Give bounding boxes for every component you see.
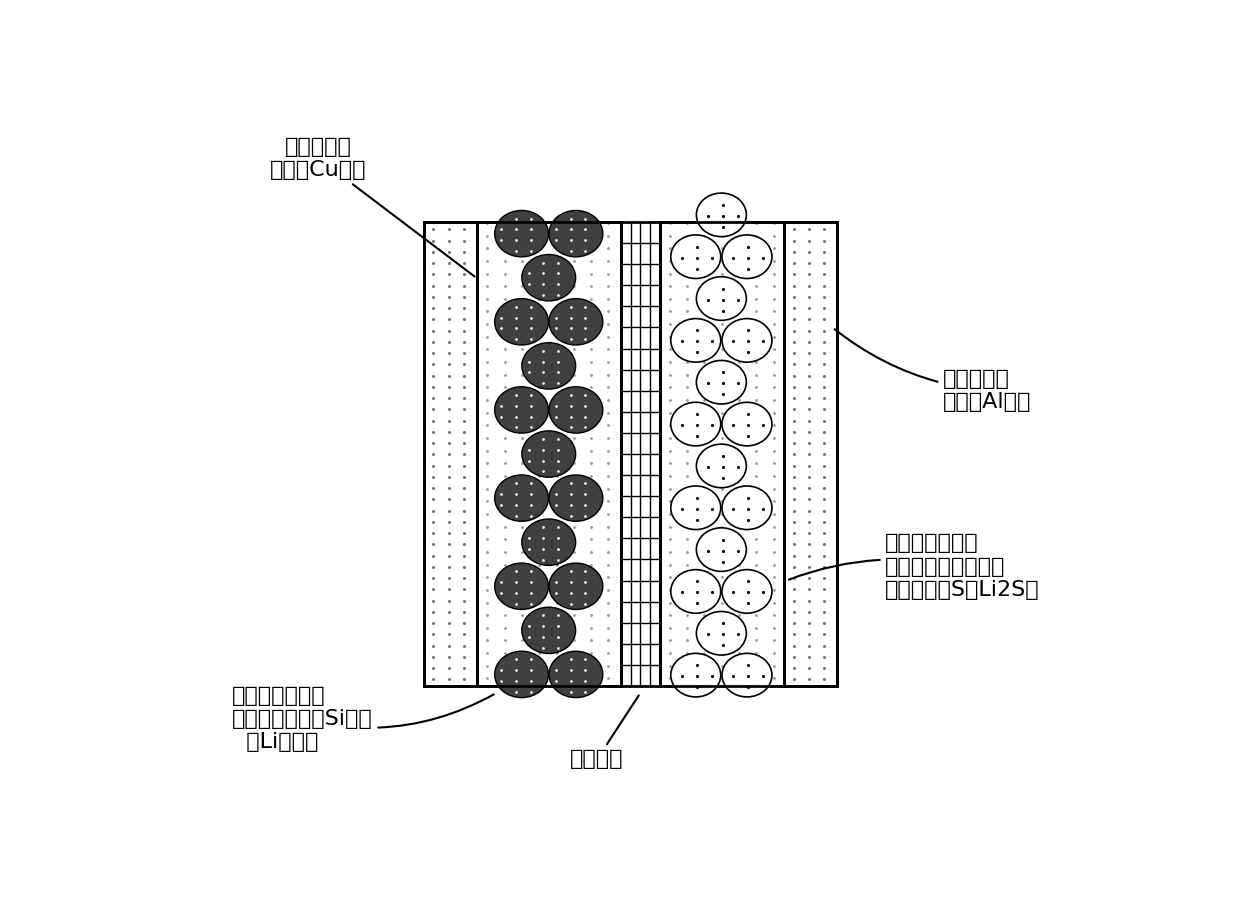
Ellipse shape: [671, 319, 720, 362]
Ellipse shape: [495, 651, 548, 698]
Bar: [621, 222, 660, 686]
Ellipse shape: [671, 235, 720, 278]
Bar: [477, 222, 621, 686]
Bar: [660, 222, 785, 686]
Ellipse shape: [697, 528, 746, 572]
Bar: [477, 222, 621, 686]
Bar: [785, 222, 837, 686]
Text: 阴极活性材料层
（例如与石墨烯片或
炭黑混合的S或Li2S）: 阴极活性材料层 （例如与石墨烯片或 炭黑混合的S或Li2S）: [789, 533, 1040, 600]
Ellipse shape: [697, 277, 746, 320]
Ellipse shape: [522, 519, 575, 565]
Ellipse shape: [522, 431, 575, 477]
Ellipse shape: [722, 403, 773, 446]
Ellipse shape: [722, 570, 773, 614]
Bar: [424, 222, 477, 686]
Ellipse shape: [697, 193, 746, 236]
Ellipse shape: [671, 570, 720, 614]
Text: 多孔隔膜: 多孔隔膜: [570, 696, 639, 770]
Ellipse shape: [722, 235, 773, 278]
Ellipse shape: [549, 475, 603, 521]
Text: 阳极活性材料层
（例如预锂化的Si颗粒
  或Li颗粒）: 阳极活性材料层 （例如预锂化的Si颗粒 或Li颗粒）: [232, 686, 494, 752]
Ellipse shape: [671, 403, 720, 446]
Ellipse shape: [697, 444, 746, 488]
Ellipse shape: [495, 387, 548, 433]
Ellipse shape: [549, 210, 603, 257]
Ellipse shape: [549, 563, 603, 610]
Ellipse shape: [697, 612, 746, 656]
Ellipse shape: [495, 563, 548, 610]
Ellipse shape: [495, 475, 548, 521]
Ellipse shape: [671, 486, 720, 530]
Text: 阴极集流体
（例如Al箔）: 阴极集流体 （例如Al箔）: [835, 330, 1032, 413]
Ellipse shape: [549, 651, 603, 698]
Ellipse shape: [495, 299, 548, 345]
Ellipse shape: [549, 387, 603, 433]
Ellipse shape: [722, 654, 773, 697]
Ellipse shape: [722, 319, 773, 362]
Bar: [785, 222, 837, 686]
Ellipse shape: [549, 299, 603, 345]
Bar: [424, 222, 477, 686]
Text: 阳极集流体
（例如Cu箔）: 阳极集流体 （例如Cu箔）: [270, 137, 475, 277]
Bar: [660, 222, 785, 686]
Ellipse shape: [522, 255, 575, 301]
Ellipse shape: [522, 342, 575, 389]
Ellipse shape: [671, 654, 720, 697]
Ellipse shape: [697, 361, 746, 404]
Ellipse shape: [722, 486, 773, 530]
Ellipse shape: [522, 607, 575, 654]
Ellipse shape: [495, 210, 548, 257]
